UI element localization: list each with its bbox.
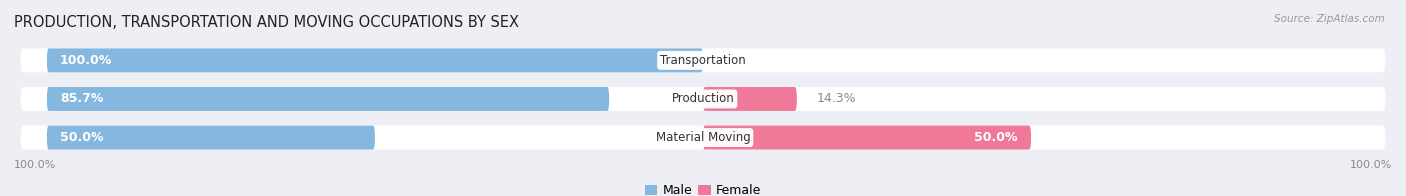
Text: 100.0%: 100.0%	[60, 54, 112, 67]
FancyBboxPatch shape	[46, 126, 375, 150]
Legend: Male, Female: Male, Female	[640, 179, 766, 196]
Text: Material Moving: Material Moving	[655, 131, 751, 144]
Text: Production: Production	[672, 93, 734, 105]
Text: 14.3%: 14.3%	[817, 93, 856, 105]
Text: Source: ZipAtlas.com: Source: ZipAtlas.com	[1274, 14, 1385, 24]
Text: 50.0%: 50.0%	[974, 131, 1018, 144]
FancyBboxPatch shape	[703, 87, 797, 111]
Text: 100.0%: 100.0%	[1350, 160, 1392, 170]
FancyBboxPatch shape	[46, 87, 609, 111]
FancyBboxPatch shape	[21, 48, 1385, 72]
FancyBboxPatch shape	[46, 48, 703, 72]
FancyBboxPatch shape	[21, 126, 1385, 150]
FancyBboxPatch shape	[703, 126, 1031, 150]
Text: PRODUCTION, TRANSPORTATION AND MOVING OCCUPATIONS BY SEX: PRODUCTION, TRANSPORTATION AND MOVING OC…	[14, 15, 519, 30]
Text: 85.7%: 85.7%	[60, 93, 104, 105]
Text: Transportation: Transportation	[661, 54, 745, 67]
Text: 50.0%: 50.0%	[60, 131, 104, 144]
Text: 100.0%: 100.0%	[14, 160, 56, 170]
FancyBboxPatch shape	[21, 87, 1385, 111]
